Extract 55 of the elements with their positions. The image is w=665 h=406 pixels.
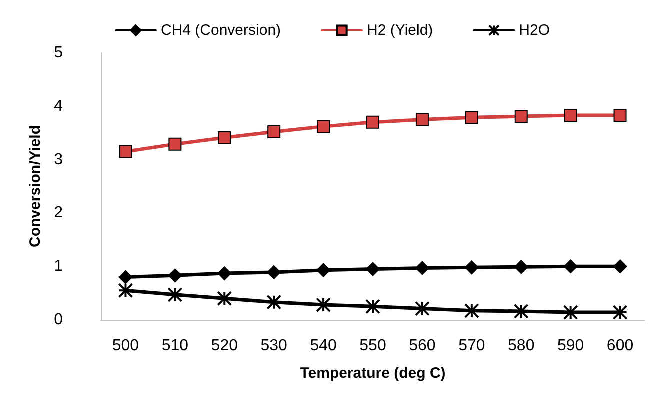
point: [317, 120, 330, 134]
point: [612, 305, 628, 320]
point: [217, 291, 232, 306]
point: [514, 260, 528, 274]
x-tick-label: 510: [162, 338, 189, 354]
point: [118, 270, 133, 284]
point: [168, 138, 182, 151]
point: [366, 116, 380, 129]
y-tick-label: 4: [54, 98, 64, 115]
point: [613, 260, 628, 274]
point: [366, 299, 380, 314]
point: [267, 265, 282, 280]
point: [168, 268, 182, 283]
x-tick-label: 600: [606, 338, 634, 354]
point: [464, 260, 479, 275]
legend-label: H2O: [519, 22, 550, 39]
y-tick-label: 1: [54, 258, 64, 276]
point: [218, 266, 232, 281]
point: [514, 304, 529, 319]
point: [266, 294, 282, 310]
point: [316, 263, 331, 278]
point: [268, 126, 281, 139]
point: [465, 111, 478, 124]
x-tick-label: 590: [557, 338, 584, 354]
point: [316, 298, 332, 313]
point: [168, 287, 183, 302]
point: [414, 301, 430, 316]
point: [514, 110, 528, 124]
legend-label: CH4 (Conversion): [160, 22, 282, 39]
point: [366, 262, 380, 276]
y-tick-label: 2: [54, 204, 64, 222]
point: [415, 261, 430, 276]
x-tick-label: 530: [260, 338, 288, 354]
point: [564, 260, 578, 274]
x-tick-label: 570: [458, 338, 486, 354]
x-axis-title: Temperature (deg C): [300, 365, 446, 382]
x-tick-label: 520: [211, 338, 238, 354]
legend-label: H2 (Yield): [367, 22, 434, 39]
x-tick-label: 540: [310, 338, 337, 354]
y-axis-title: Conversion/Yield: [27, 126, 44, 248]
point: [563, 305, 578, 320]
x-tick-label: 580: [508, 338, 535, 354]
point: [416, 113, 429, 126]
point: [118, 283, 134, 298]
point: [218, 131, 232, 144]
point: [464, 303, 480, 318]
y-tick-label: 5: [54, 44, 64, 62]
y-tick-label: 3: [54, 151, 64, 168]
x-tick-label: 550: [360, 338, 386, 354]
point: [614, 108, 627, 122]
x-tick-label: 500: [112, 338, 140, 354]
point: [564, 108, 578, 122]
x-tick-label: 560: [409, 338, 436, 354]
y-tick-label: 0: [54, 312, 64, 328]
point: [119, 145, 132, 158]
